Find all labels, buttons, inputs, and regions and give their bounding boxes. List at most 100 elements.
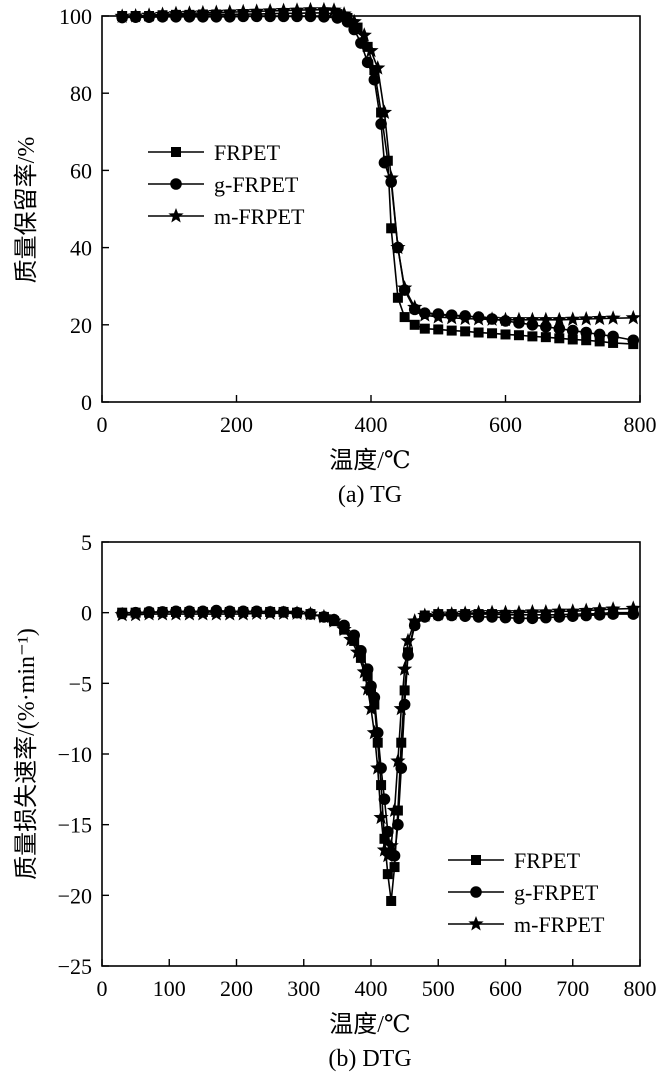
tg-point-m-frpet [470, 311, 487, 326]
tg-point-m-frpet [407, 299, 423, 314]
tg-point-g-frpet [368, 73, 381, 86]
dtg-legend-label: g-FRPET [514, 880, 599, 905]
tg-legend-label: g-FRPET [214, 172, 299, 197]
dtg-point-frpet [376, 780, 387, 791]
dtg-point-g-frpet [392, 818, 404, 831]
tg-point-m-frpet [376, 104, 393, 119]
tg-y-tick-label: 80 [70, 81, 92, 106]
tg-point-m-frpet [497, 311, 514, 327]
tg-point-g-frpet [607, 330, 619, 343]
tg-x-tick-label: 0 [97, 412, 108, 437]
dtg-legend-marker-frpet [471, 855, 481, 865]
tg-point-frpet [446, 325, 457, 336]
tg-point-m-frpet [289, 2, 305, 17]
dtg-point-m-frpet [370, 760, 386, 775]
dtg-x-tick-label: 600 [489, 976, 522, 1001]
dtg-point-m-frpet [363, 700, 379, 716]
tg-point-frpet [540, 332, 551, 343]
tg-point-g-frpet [378, 156, 391, 169]
tg-legend-marker-g-frpet [170, 178, 182, 190]
dtg-point-m-frpet [181, 606, 198, 621]
tg-x-axis-label: 温度/℃ [329, 447, 411, 474]
dtg-point-m-frpet [373, 809, 389, 825]
dtg-point-g-frpet [382, 825, 394, 838]
tg-point-m-frpet [484, 311, 500, 326]
dtg-point-m-frpet [470, 604, 487, 620]
tg-x-tick-label: 800 [624, 412, 657, 437]
tg-point-m-frpet [141, 7, 157, 22]
dtg-point-m-frpet [208, 606, 224, 621]
tg-point-m-frpet [511, 311, 527, 327]
dtg-x-tick-label: 800 [624, 976, 657, 1001]
dtg-point-g-frpet [388, 849, 401, 862]
dtg-y-axis-label: 质量损失速率/(%·min⁻¹) [13, 628, 40, 880]
dtg-point-m-frpet [497, 604, 514, 620]
tg-y-axis-label: 质量保留率/% [13, 137, 40, 284]
tg-point-m-frpet [249, 3, 265, 18]
tg-point-frpet [386, 223, 397, 234]
tg-point-frpet [409, 319, 420, 330]
dtg-point-g-frpet [378, 793, 391, 806]
dtg-point-frpet [399, 685, 410, 696]
tg-point-m-frpet [430, 309, 446, 324]
dtg-y-tick-label: 5 [81, 530, 92, 555]
tg-point-frpet [567, 334, 578, 345]
tg-point-m-frpet [168, 5, 184, 21]
tg-x-tick-label: 600 [489, 412, 522, 437]
tg-point-frpet [608, 337, 619, 348]
tg-series-group [114, 1, 641, 350]
dtg-point-m-frpet [289, 605, 305, 620]
dtg-point-m-frpet [625, 600, 641, 615]
tg-point-m-frpet [222, 4, 238, 19]
dtg-point-m-frpet [316, 608, 332, 624]
tg-point-m-frpet [316, 1, 332, 17]
dtg-point-m-frpet [326, 613, 342, 628]
dtg-point-m-frpet [302, 606, 319, 621]
tg-point-frpet [554, 333, 565, 344]
tg-point-m-frpet [592, 310, 608, 326]
tg-point-m-frpet [370, 60, 386, 75]
dtg-point-m-frpet [195, 606, 211, 621]
dtg-point-m-frpet [154, 606, 171, 621]
dtg-point-m-frpet [222, 606, 238, 621]
dtg-ticks: 0 100 200 300 400 500 600 700 800 −25 −20 −15 −10 −5 0… [58, 530, 657, 1001]
tg-point-m-frpet [444, 309, 460, 325]
tg-point-m-frpet [326, 2, 342, 17]
dtg-x-tick-label: 700 [556, 976, 589, 1001]
tg-point-m-frpet [302, 1, 319, 17]
dtg-y-tick-label: 0 [81, 601, 92, 626]
dtg-point-m-frpet [400, 632, 416, 648]
dtg-point-m-frpet [114, 606, 130, 622]
dtg-y-tick-label: −20 [58, 883, 92, 908]
tg-legend-label: FRPET [214, 140, 281, 165]
tg-point-m-frpet [235, 3, 251, 19]
dtg-point-m-frpet [578, 602, 594, 618]
tg-point-m-frpet [262, 2, 278, 18]
dtg-x-tick-label: 100 [153, 976, 186, 1001]
dtg-point-m-frpet [386, 802, 403, 818]
dtg-point-m-frpet [407, 613, 423, 628]
dtg-legend-label: FRPET [514, 848, 581, 873]
tg-caption: (a) TG [338, 482, 402, 508]
tg-point-frpet [527, 331, 538, 342]
dtg-point-frpet [389, 862, 400, 873]
dtg-legend: FRPET g-FRPET m-FRPET [448, 848, 605, 937]
dtg-y-tick-label: −15 [58, 813, 92, 838]
tg-point-m-frpet [417, 307, 433, 322]
dtg-point-m-frpet [524, 603, 541, 619]
tg-point-m-frpet [565, 311, 581, 326]
dtg-x-tick-label: 500 [422, 976, 455, 1001]
dtg-point-m-frpet [168, 606, 184, 621]
tg-point-m-frpet [390, 239, 406, 255]
dtg-point-m-frpet [605, 601, 621, 616]
dtg-point-m-frpet [356, 664, 372, 679]
tg-point-frpet [399, 312, 410, 323]
tg-point-g-frpet [375, 118, 387, 130]
tg-point-m-frpet [195, 4, 211, 20]
tg-point-frpet [487, 328, 498, 339]
tg-point-m-frpet [605, 310, 621, 325]
tg-legend-marker-frpet [171, 147, 181, 157]
dtg-point-m-frpet [336, 621, 352, 637]
dtg-point-m-frpet [343, 631, 359, 646]
